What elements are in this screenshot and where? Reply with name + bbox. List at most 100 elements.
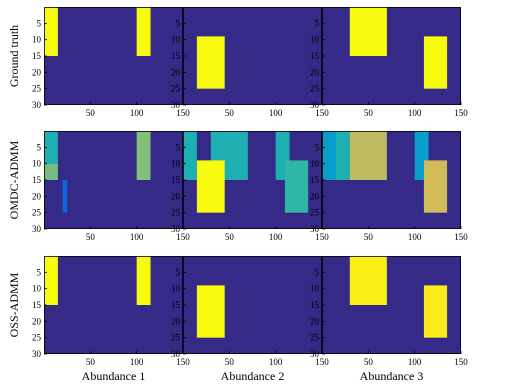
abundance-block xyxy=(44,131,58,164)
abundance-block xyxy=(349,256,387,305)
abundance-block xyxy=(183,131,197,180)
y-tick-label: 10 xyxy=(310,284,320,294)
y-tick-label: 10 xyxy=(171,284,181,294)
y-tick-label: 20 xyxy=(171,67,181,77)
x-tick-label: 100 xyxy=(408,357,422,367)
x-tick-label: 100 xyxy=(408,232,422,242)
abundance-block xyxy=(349,131,387,180)
y-tick-label: 30 xyxy=(32,224,42,234)
abundance-block xyxy=(62,180,68,213)
abundance-block xyxy=(136,256,151,305)
y-tick-label: 10 xyxy=(171,35,181,45)
x-tick-label: 150 xyxy=(176,108,190,118)
abundance-block xyxy=(196,285,225,338)
abundance-block xyxy=(423,285,448,338)
y-tick-label: 30 xyxy=(310,349,320,359)
x-tick-label: 150 xyxy=(176,357,190,367)
y-tick-label: 30 xyxy=(32,349,42,359)
y-tick-label: 30 xyxy=(171,100,181,110)
y-tick-label: 25 xyxy=(310,333,320,343)
x-tick-label: 50 xyxy=(364,108,374,118)
column-label: Abundance 2 xyxy=(221,369,285,383)
abundance-block xyxy=(44,163,58,180)
abundance-block xyxy=(284,160,309,213)
panel-r3-c1: 50 100 150 5 10 15 20 25 30 xyxy=(32,256,190,367)
x-tick-label: 100 xyxy=(130,232,144,242)
y-tick-label: 30 xyxy=(171,224,181,234)
y-tick-label: 10 xyxy=(171,159,181,169)
panel-r2-c3: 50 100 150 5 10 15 20 25 30 xyxy=(310,131,468,242)
y-tick-label: 5 xyxy=(176,267,181,277)
y-tick-label: 25 xyxy=(310,84,320,94)
y-tick-label: 25 xyxy=(32,333,42,343)
y-tick-label: 15 xyxy=(171,300,181,310)
x-tick-label: 150 xyxy=(176,232,190,242)
y-tick-label: 15 xyxy=(32,300,42,310)
panel-r3-c3: 50 100 150 5 10 15 20 25 30 xyxy=(310,256,468,367)
abundance-block xyxy=(196,36,225,89)
x-tick-label: 100 xyxy=(408,108,422,118)
abundance-block xyxy=(335,131,350,180)
x-tick-label: 150 xyxy=(454,232,468,242)
row-label: OSS-ADMM xyxy=(7,272,21,337)
panel-r2-c1: 50 100 150 5 10 15 20 25 30 xyxy=(32,131,190,242)
row-label: OMDC-ADMM xyxy=(7,140,21,219)
column-label: Abundance 3 xyxy=(360,369,424,383)
abundance-block xyxy=(196,160,225,213)
y-tick-label: 5 xyxy=(37,18,42,28)
x-tick-label: 150 xyxy=(315,232,329,242)
x-tick-label: 150 xyxy=(315,357,329,367)
y-tick-label: 30 xyxy=(32,100,42,110)
y-tick-label: 30 xyxy=(171,349,181,359)
x-tick-label: 100 xyxy=(269,357,283,367)
y-tick-label: 5 xyxy=(315,142,320,152)
x-tick-label: 50 xyxy=(86,232,96,242)
y-tick-label: 20 xyxy=(310,67,320,77)
panel-r2-c2: 50 100 150 5 10 15 20 25 30 xyxy=(171,131,329,242)
panel-r3-c2: 50 100 150 5 10 15 20 25 30 xyxy=(171,256,329,367)
x-tick-label: 50 xyxy=(225,232,235,242)
panel-r1-c1: 50 100 150 5 10 15 20 25 30 xyxy=(32,7,190,118)
y-tick-label: 30 xyxy=(310,224,320,234)
abundance-block xyxy=(136,131,151,180)
x-tick-label: 50 xyxy=(86,108,96,118)
y-tick-label: 10 xyxy=(32,284,42,294)
y-tick-label: 10 xyxy=(32,35,42,45)
y-tick-label: 10 xyxy=(310,159,320,169)
y-tick-label: 25 xyxy=(171,208,181,218)
y-tick-label: 25 xyxy=(310,208,320,218)
y-tick-label: 5 xyxy=(37,267,42,277)
y-tick-label: 25 xyxy=(171,84,181,94)
y-tick-label: 15 xyxy=(310,51,320,61)
x-tick-label: 50 xyxy=(364,232,374,242)
x-tick-label: 150 xyxy=(315,108,329,118)
y-tick-label: 20 xyxy=(32,67,42,77)
panel-r1-c3: 50 100 150 5 10 15 20 25 30 xyxy=(310,7,468,118)
x-tick-label: 100 xyxy=(269,108,283,118)
panel-background xyxy=(44,7,183,105)
x-tick-label: 100 xyxy=(269,232,283,242)
y-tick-label: 25 xyxy=(32,208,42,218)
abundance-block xyxy=(44,7,58,56)
y-tick-label: 20 xyxy=(171,191,181,201)
y-tick-label: 20 xyxy=(32,316,42,326)
y-tick-label: 5 xyxy=(315,267,320,277)
x-tick-label: 150 xyxy=(454,108,468,118)
y-tick-label: 30 xyxy=(310,100,320,110)
y-tick-label: 15 xyxy=(171,175,181,185)
x-tick-label: 50 xyxy=(364,357,374,367)
y-tick-label: 15 xyxy=(171,51,181,61)
y-tick-label: 5 xyxy=(37,142,42,152)
y-tick-label: 5 xyxy=(176,18,181,28)
column-label: Abundance 1 xyxy=(82,369,146,383)
panel-r1-c2: 50 100 150 5 10 15 20 25 30 xyxy=(171,7,329,118)
y-tick-label: 25 xyxy=(32,84,42,94)
abundance-block xyxy=(423,36,448,89)
y-tick-label: 15 xyxy=(32,175,42,185)
y-tick-label: 15 xyxy=(32,51,42,61)
y-tick-label: 10 xyxy=(32,159,42,169)
y-tick-label: 20 xyxy=(310,316,320,326)
y-tick-label: 20 xyxy=(171,316,181,326)
panel-background xyxy=(44,256,183,354)
